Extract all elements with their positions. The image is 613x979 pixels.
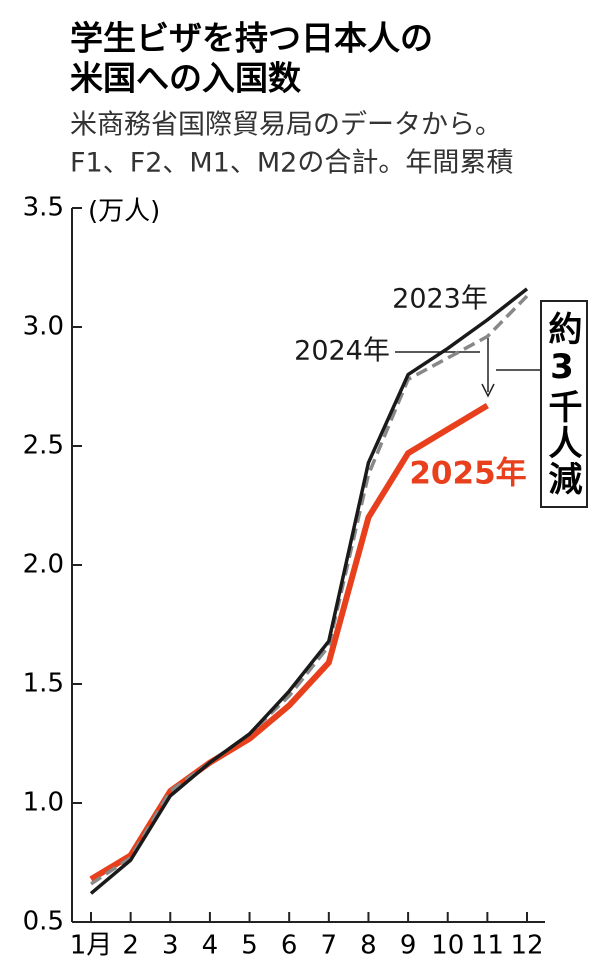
y-tick-label: 2.5 [23, 431, 64, 461]
x-tick-label: 8 [360, 931, 377, 961]
y-tick-label: 1.0 [23, 788, 64, 818]
x-tick-label: 9 [400, 931, 417, 961]
x-tick-label: 12 [510, 931, 543, 961]
y-tick-label: 2.0 [23, 550, 64, 580]
x-tick-label: 7 [321, 931, 338, 961]
y-tick-label: 0.5 [23, 907, 64, 937]
subtitle: 米商務省国際貿易局のデータから。 [70, 110, 502, 141]
x-tick-label: 4 [202, 931, 219, 961]
legend-label: 2025年 [409, 456, 526, 492]
y-tick-label: 1.5 [23, 669, 64, 699]
x-tick-label: 3 [162, 931, 179, 961]
x-tick-label: 11 [471, 931, 504, 961]
legend-label: 2023年 [392, 284, 488, 315]
y-tick-label: 3.5 [23, 193, 64, 223]
x-tick-label: 6 [281, 931, 298, 961]
y-unit: (万人) [88, 197, 160, 227]
annotation: 約3千人減 [540, 300, 588, 508]
series-line [90, 294, 529, 886]
x-tick-label: 1月 [70, 931, 113, 961]
series-line [89, 287, 529, 895]
x-tick-label: 2 [122, 931, 139, 961]
y-tick-label: 3.0 [23, 312, 64, 342]
x-tick-label: 10 [431, 931, 464, 961]
legend-label: 2024年 [294, 336, 390, 367]
x-tick-label: 5 [241, 931, 258, 961]
chart-title: 学生ビザを持つ日本人の [70, 19, 433, 58]
subtitle: F1、F2、M1、M2の合計。年間累積 [70, 148, 513, 179]
chart-title: 米国への入国数 [70, 59, 302, 98]
arrow-head [481, 383, 495, 398]
